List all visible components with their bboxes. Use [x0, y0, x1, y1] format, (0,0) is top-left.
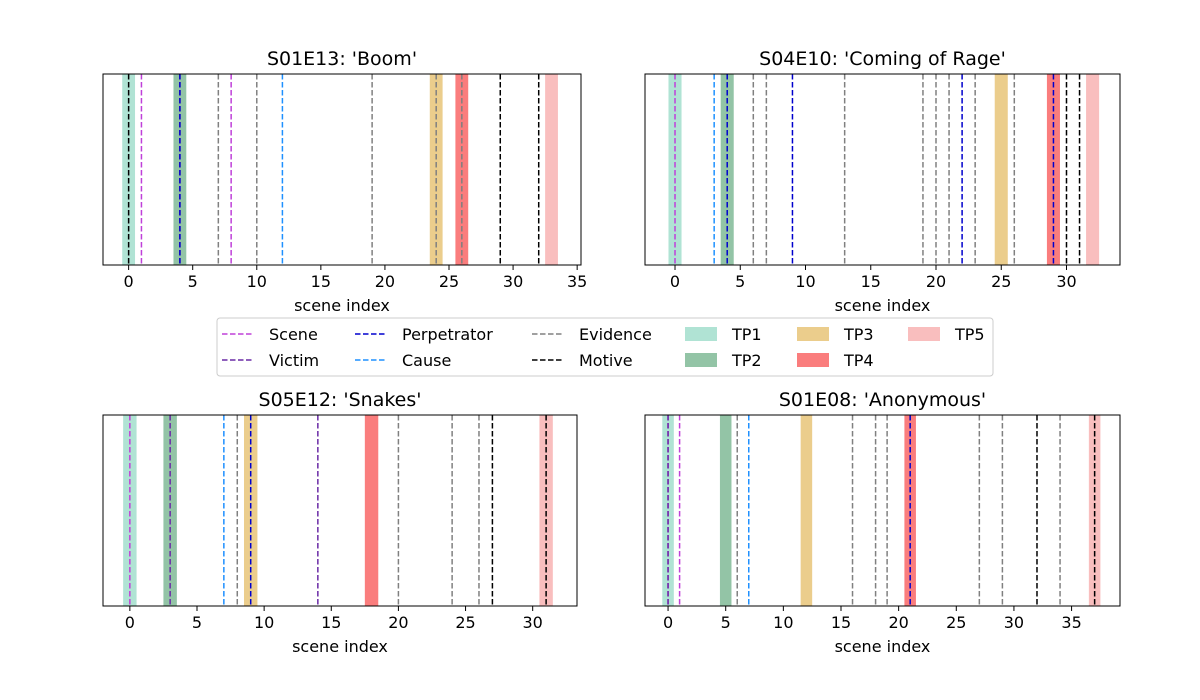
x-tick-label: 0 [125, 613, 135, 632]
band-tp3 [429, 74, 443, 265]
x-tick-label: 0 [663, 613, 673, 632]
band-tp4 [455, 74, 469, 265]
plot-area [668, 74, 1100, 265]
x-tick-label: 0 [124, 272, 134, 291]
x-tick-label: 10 [795, 272, 815, 291]
legend-label: TP3 [843, 325, 874, 344]
x-axis-label: scene index [294, 296, 390, 315]
band-tp1 [668, 74, 682, 265]
x-tick-label: 15 [311, 272, 331, 291]
legend-swatch-tp5 [908, 327, 940, 341]
x-tick-label: 20 [388, 613, 408, 632]
axes-frame [644, 414, 1121, 607]
panel-1: 0 5 10 15 20 25 30 scene index S04E10: 'Coming o… [644, 48, 1121, 315]
x-tick-label: 25 [991, 272, 1011, 291]
chart-title: S05E12: 'Snakes' [259, 389, 422, 411]
axes-frame [102, 414, 578, 607]
band-tp3 [243, 415, 258, 606]
band-tp2 [720, 74, 734, 265]
band-tp2 [719, 415, 732, 606]
plot-area [122, 74, 558, 265]
legend-label: Evidence [579, 325, 652, 344]
panel-2: 0 5 10 15 20 25 30 scene index S05E12: 'Snakes' [102, 389, 578, 656]
x-tick-label: 10 [247, 272, 267, 291]
panel-3: 0 5 10 15 20 25 30 35 scene index S01E08: 'Anonym… [644, 389, 1121, 656]
chart-title: S01E13: 'Boom' [267, 48, 417, 70]
axes-frame [644, 73, 1121, 266]
legend-label: TP2 [731, 351, 762, 370]
axes-frame [102, 73, 582, 266]
chart-title: S04E10: 'Coming of Rage' [759, 48, 1006, 70]
legend-label: Motive [579, 351, 633, 370]
band-tp5 [1088, 415, 1101, 606]
band-tp1 [123, 415, 137, 606]
x-tick-label: 5 [735, 272, 745, 291]
band-tp1 [662, 415, 674, 606]
legend-label: TP5 [954, 325, 985, 344]
x-tick-label: 35 [567, 272, 587, 291]
legend-label: Scene [269, 325, 318, 344]
x-tick-label: 30 [503, 272, 523, 291]
x-tick-label: 10 [773, 613, 793, 632]
x-tick-label: 30 [523, 613, 543, 632]
band-tp5 [1086, 74, 1100, 265]
legend: Scene Victim Perpetrator Cause Evidence Motiv… [216, 317, 994, 377]
legend-swatch-tp3 [797, 327, 829, 341]
plot-area [662, 415, 1101, 606]
x-tick-label: 20 [926, 272, 946, 291]
band-tp3 [994, 74, 1008, 265]
band-tp3 [800, 415, 813, 606]
x-tick-label: 20 [888, 613, 908, 632]
legend-label: Cause [402, 351, 451, 370]
x-axis-label: scene index [835, 296, 931, 315]
x-tick-label: 20 [375, 272, 395, 291]
plot-area [123, 415, 553, 606]
x-tick-label: 35 [1061, 613, 1081, 632]
band-tp1 [122, 74, 136, 265]
x-axis-label: scene index [835, 637, 931, 656]
legend-label: Victim [269, 351, 319, 370]
x-tick-label: 30 [1056, 272, 1076, 291]
x-tick-label: 5 [721, 613, 731, 632]
band-tp4 [904, 415, 916, 606]
band-tp4 [364, 415, 379, 606]
x-tick-label: 15 [831, 613, 851, 632]
x-tick-label: 5 [192, 613, 202, 632]
band-tp4 [1046, 74, 1060, 265]
x-tick-label: 10 [254, 613, 274, 632]
legend-swatch-tp2 [685, 353, 717, 367]
panel-0: 0 5 10 15 20 25 30 35 scene index S01E13: 'Boom' [102, 48, 587, 315]
x-tick-label: 15 [861, 272, 881, 291]
x-tick-label: 25 [455, 613, 475, 632]
band-tp5 [539, 415, 553, 606]
chart-title: S01E08: 'Anonymous' [779, 389, 986, 411]
x-tick-label: 15 [321, 613, 341, 632]
band-tp2 [173, 74, 187, 265]
x-tick-label: 5 [188, 272, 198, 291]
legend-swatch-tp1 [685, 327, 717, 341]
x-tick-label: 25 [439, 272, 459, 291]
legend-label: TP4 [843, 351, 874, 370]
legend-label: Perpetrator [402, 325, 493, 344]
band-tp5 [545, 74, 558, 265]
x-axis-label: scene index [292, 637, 388, 656]
x-tick-label: 25 [946, 613, 966, 632]
x-tick-label: 30 [1004, 613, 1024, 632]
x-tick-label: 0 [670, 272, 680, 291]
legend-swatch-tp4 [797, 353, 829, 367]
band-tp2 [163, 415, 177, 606]
legend-label: TP1 [731, 325, 762, 344]
